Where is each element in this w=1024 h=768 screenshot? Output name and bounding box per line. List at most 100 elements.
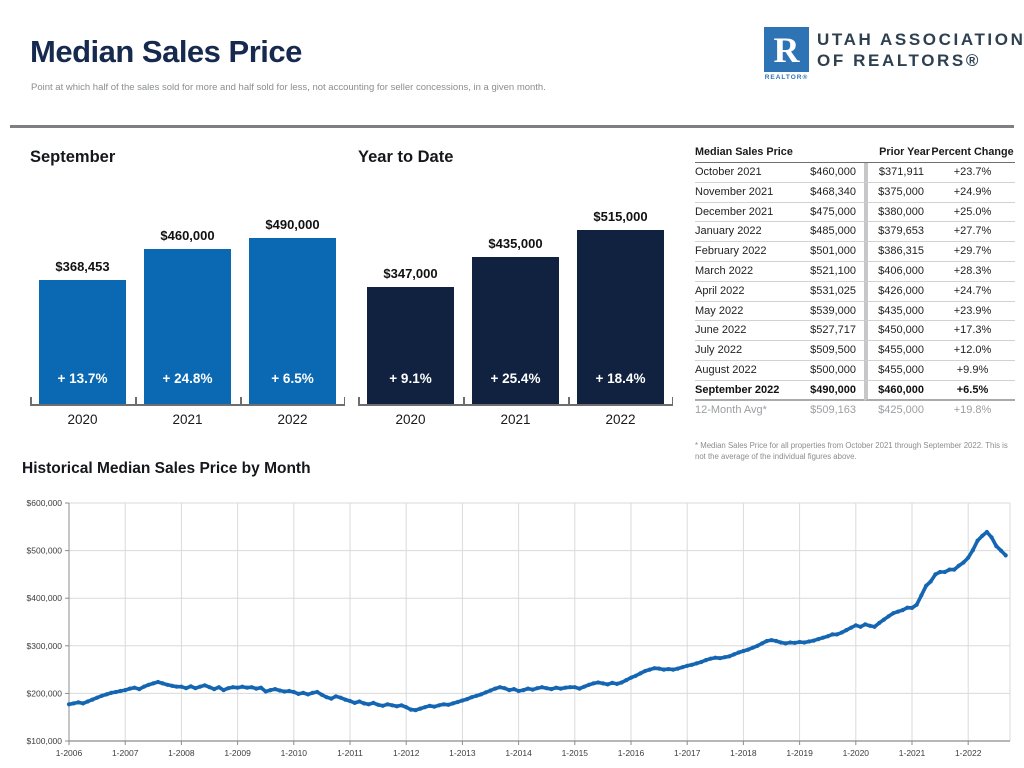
data-point-marker <box>731 652 737 657</box>
data-point-marker <box>137 687 142 692</box>
row-prior-year: $460,000 <box>864 380 930 401</box>
data-point-marker <box>324 695 329 700</box>
data-point-marker <box>441 702 446 707</box>
data-point-marker <box>277 688 282 693</box>
ytd-bar-chart: $347,000 + 9.1% 2020 $435,000 + 25.4% 2021 $51… <box>358 165 673 437</box>
table-row: November 2021 $468,340 $375,000 +24.9% <box>695 182 1015 203</box>
data-point-marker <box>221 688 226 693</box>
data-point-marker <box>465 697 470 702</box>
data-point-marker <box>535 686 540 691</box>
data-point-marker <box>488 688 493 693</box>
data-point-marker <box>924 583 929 588</box>
data-point-marker <box>71 701 76 706</box>
data-point-marker <box>66 702 72 707</box>
data-point-marker <box>638 671 643 676</box>
data-point-marker <box>249 685 254 690</box>
row-month-label: 12-Month Avg* <box>695 403 767 416</box>
org-name-line2: OF REALTORS® <box>817 51 981 70</box>
data-point-marker <box>975 538 980 543</box>
row-prior-year: $425,000 <box>878 403 924 416</box>
data-point-marker <box>333 694 338 699</box>
bar-percent-label: + 9.1% <box>389 371 432 386</box>
table-row: February 2022 $501,000 $386,315 +29.7% <box>695 242 1015 262</box>
data-point-marker <box>933 572 938 577</box>
axis-tick <box>240 397 242 405</box>
bar-year-label: 2021 <box>500 412 531 427</box>
row-value: $531,025 <box>792 282 864 302</box>
data-point-marker <box>577 686 582 691</box>
row-month-label: May 2022 <box>695 302 792 322</box>
row-prior-year: $386,315 <box>864 242 930 262</box>
table-row: January 2022 $485,000 $379,653 +27.7% <box>695 222 1015 243</box>
data-point-marker <box>282 689 287 694</box>
table-row: December 2021 $475,000 $380,000 +25.0% <box>695 202 1015 223</box>
data-point-marker <box>160 681 165 686</box>
data-point-marker <box>830 632 835 637</box>
data-point-marker <box>521 688 526 693</box>
data-point-marker <box>436 703 442 708</box>
row-percent-change: +17.3% <box>930 321 1015 342</box>
y-axis-label: $500,000 <box>27 546 63 556</box>
row-prior-year: $435,000 <box>864 301 930 322</box>
data-point-marker <box>104 692 109 697</box>
data-point-marker <box>273 687 278 692</box>
table-row: September 2022 $490,000 $460,000 +6.5% <box>695 380 1015 401</box>
bar-2021 <box>144 249 231 404</box>
bar-2020 <box>39 280 126 404</box>
data-point-marker <box>329 696 334 701</box>
data-point-marker <box>240 684 245 689</box>
y-axis-label: $300,000 <box>27 641 63 651</box>
data-point-marker <box>952 567 957 572</box>
data-point-marker <box>713 655 718 660</box>
page-subtitle: Point at which half of the sales sold fo… <box>31 82 546 93</box>
data-point-marker <box>544 686 549 691</box>
data-point-marker <box>371 700 376 705</box>
data-point-marker <box>909 605 915 610</box>
data-point-marker <box>984 529 990 535</box>
data-point-marker <box>844 628 849 633</box>
data-point-marker <box>919 593 924 598</box>
data-point-marker <box>905 605 910 610</box>
row-prior-year: $455,000 <box>864 360 930 381</box>
table-header-prior-year: Prior Year <box>864 146 930 163</box>
data-point-marker <box>643 668 648 674</box>
data-point-marker <box>605 682 610 687</box>
table-row: June 2022 $527,717 $450,000 +17.3% <box>695 321 1015 342</box>
data-point-marker <box>628 675 634 680</box>
data-point-marker <box>207 685 212 690</box>
data-point-marker <box>502 686 507 691</box>
x-axis-label: 1-2012 <box>393 748 420 758</box>
data-point-marker <box>746 647 751 652</box>
row-percent-change: +9.9% <box>930 361 1015 381</box>
data-point-marker <box>600 681 606 686</box>
row-month-label: March 2022 <box>695 262 792 282</box>
data-point-marker <box>460 698 465 703</box>
data-point-marker <box>891 611 896 616</box>
row-value: $490,000 <box>792 381 864 401</box>
data-point-marker <box>586 682 592 687</box>
data-point-marker <box>764 638 769 644</box>
data-point-marker <box>418 706 423 711</box>
data-point-marker <box>741 648 746 654</box>
x-axis-label: 1-2020 <box>843 748 870 758</box>
table-header-row: Median Sales Price Prior Year Percent Ch… <box>695 146 1015 163</box>
y-axis-label: $100,000 <box>27 736 63 746</box>
data-point-marker <box>582 684 587 689</box>
bar-percent-label: + 13.7% <box>57 371 108 386</box>
september-bar-chart: $368,453 + 13.7% 2020 $460,000 + 24.8% 2021 $4… <box>30 165 345 437</box>
page-title: Median Sales Price <box>30 34 302 69</box>
realtor-r-letter: R <box>773 29 800 70</box>
row-value: $501,000 <box>792 242 864 262</box>
data-point-marker <box>516 688 521 694</box>
data-point-marker <box>347 698 353 704</box>
axis-tick <box>463 397 465 405</box>
data-point-marker <box>558 686 563 691</box>
data-point-marker <box>554 685 559 690</box>
data-point-marker <box>525 686 531 691</box>
x-axis-label: 1-2019 <box>786 748 813 758</box>
realtor-r-logo-icon: R <box>764 27 809 72</box>
data-point-marker <box>507 688 512 693</box>
x-axis-label: 1-2013 <box>449 748 476 758</box>
axis-tick <box>343 397 345 405</box>
axis-tick <box>135 397 137 405</box>
